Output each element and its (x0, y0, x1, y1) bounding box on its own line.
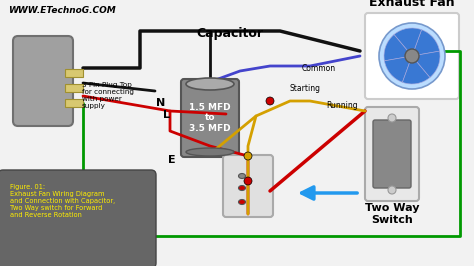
Ellipse shape (238, 185, 246, 190)
Text: 1.5 MFD
to
3.5 MFD: 1.5 MFD to 3.5 MFD (189, 103, 231, 133)
Ellipse shape (186, 78, 234, 90)
Text: Common: Common (302, 64, 336, 73)
Text: Starting: Starting (290, 84, 321, 93)
Wedge shape (402, 56, 430, 84)
Wedge shape (384, 35, 412, 61)
Circle shape (266, 97, 274, 105)
Circle shape (244, 152, 252, 160)
Text: Exhaust Fan: Exhaust Fan (369, 0, 455, 9)
Text: Figure. 01:
Exhaust Fan Wiring Diagram
and Connection with Capacitor,
Two Way sw: Figure. 01: Exhaust Fan Wiring Diagram a… (10, 184, 115, 218)
Text: E: E (168, 155, 176, 165)
FancyBboxPatch shape (0, 170, 156, 266)
Text: Running: Running (326, 101, 357, 110)
FancyBboxPatch shape (223, 155, 273, 217)
Circle shape (244, 177, 252, 185)
Bar (65, 99, 83, 107)
Text: N: N (156, 98, 165, 108)
Text: L: L (163, 110, 170, 120)
FancyBboxPatch shape (365, 13, 459, 99)
Bar (65, 69, 83, 77)
Text: Two Way
Switch: Two Way Switch (365, 203, 419, 225)
FancyBboxPatch shape (373, 120, 411, 188)
Text: WWW.ETechnoG.COM: WWW.ETechnoG.COM (8, 6, 116, 15)
FancyBboxPatch shape (365, 107, 419, 201)
Wedge shape (412, 30, 439, 56)
Text: Capacitor: Capacitor (197, 27, 264, 40)
Ellipse shape (238, 173, 246, 178)
Circle shape (388, 114, 396, 122)
Circle shape (379, 23, 445, 89)
Circle shape (405, 49, 419, 63)
Circle shape (388, 186, 396, 194)
Bar (65, 84, 83, 92)
FancyBboxPatch shape (181, 79, 239, 157)
Wedge shape (394, 28, 421, 56)
Ellipse shape (238, 200, 246, 205)
FancyBboxPatch shape (13, 36, 73, 126)
Ellipse shape (186, 148, 234, 156)
Text: 3 Pin Plug Top
for connecting
with power
supply: 3 Pin Plug Top for connecting with power… (82, 82, 134, 109)
Wedge shape (412, 51, 440, 77)
Wedge shape (384, 56, 412, 82)
